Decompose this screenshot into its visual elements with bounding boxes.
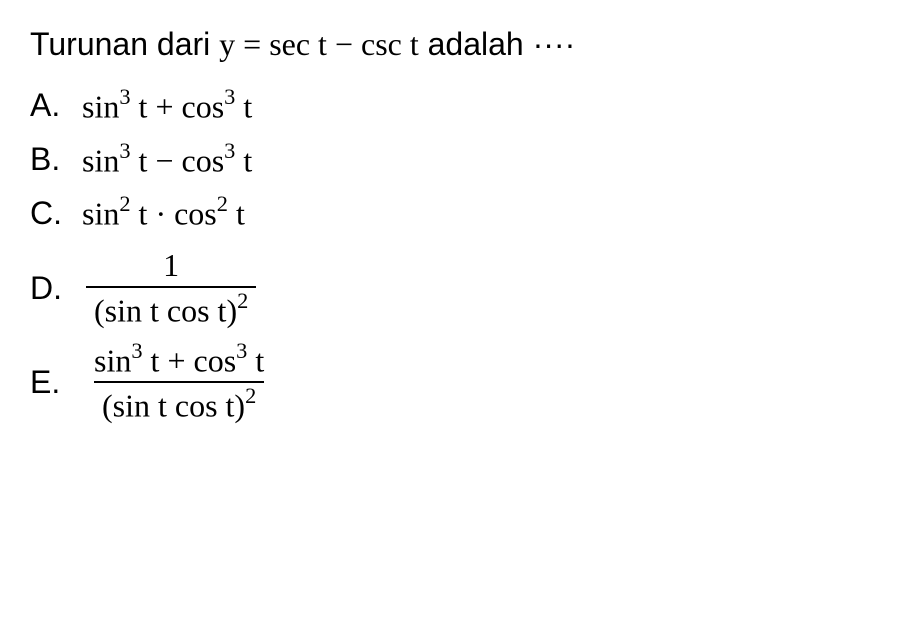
option-a-expr: sin3 t + cos3 t bbox=[82, 86, 252, 126]
option-b-label: B. bbox=[30, 141, 70, 178]
option-b-p1: 3 bbox=[119, 138, 130, 163]
option-e-fraction: sin3 t + cos3 t (sin t cos t)2 bbox=[86, 340, 272, 425]
option-a-t2: cos bbox=[181, 89, 224, 125]
option-d-den: (sin t cos t)2 bbox=[86, 286, 256, 330]
option-b-expr: sin3 t − cos3 t bbox=[82, 140, 252, 180]
option-e-num: sin3 t + cos3 t bbox=[86, 340, 272, 382]
option-d-fraction: 1 (sin t cos t)2 bbox=[86, 247, 256, 330]
option-c-p1: 2 bbox=[119, 191, 130, 216]
question-expr-a: sec t bbox=[269, 26, 327, 62]
option-c-v1: t bbox=[131, 196, 148, 232]
option-b-v1: t bbox=[131, 142, 148, 178]
option-c: C. sin2 t · cos2 t bbox=[30, 193, 879, 233]
option-e-num-v1: t bbox=[143, 342, 160, 378]
question-minus: − bbox=[327, 26, 361, 62]
option-a: A. sin3 t + cos3 t bbox=[30, 86, 879, 126]
option-e-num-p2: 3 bbox=[236, 338, 247, 363]
option-e-num-v2: t bbox=[247, 342, 264, 378]
option-e-num-t2: cos bbox=[193, 342, 236, 378]
question-var: y bbox=[219, 26, 235, 62]
option-c-p2: 2 bbox=[217, 191, 228, 216]
option-e-label: E. bbox=[30, 364, 70, 401]
option-e-num-t1: sin bbox=[94, 342, 131, 378]
option-e-den-p: 2 bbox=[245, 383, 256, 408]
option-a-op: + bbox=[147, 89, 181, 125]
question-text: Turunan dari y = sec t − csc t adalah ··… bbox=[30, 20, 879, 68]
option-e-num-op: + bbox=[159, 342, 193, 378]
option-c-label: C. bbox=[30, 195, 70, 232]
option-d: D. 1 (sin t cos t)2 bbox=[30, 247, 879, 330]
option-d-label: D. bbox=[30, 270, 70, 307]
question-suffix: adalah bbox=[419, 26, 533, 62]
option-b-t1: sin bbox=[82, 142, 119, 178]
question-dots: ···· bbox=[533, 26, 576, 62]
option-e-expr: sin3 t + cos3 t (sin t cos t)2 bbox=[82, 340, 276, 425]
option-b-p2: 3 bbox=[224, 138, 235, 163]
option-b-op: − bbox=[147, 142, 181, 178]
option-d-num: 1 bbox=[155, 247, 187, 286]
option-a-p2: 3 bbox=[224, 84, 235, 109]
option-e-den: (sin t cos t)2 bbox=[94, 381, 264, 425]
option-a-t1: sin bbox=[82, 89, 119, 125]
option-d-expr: 1 (sin t cos t)2 bbox=[82, 247, 260, 330]
question-eq: = bbox=[235, 26, 269, 62]
option-a-label: A. bbox=[30, 87, 70, 124]
option-c-t2: cos bbox=[174, 196, 217, 232]
option-e: E. sin3 t + cos3 t (sin t cos t)2 bbox=[30, 340, 879, 425]
option-b: B. sin3 t − cos3 t bbox=[30, 140, 879, 180]
option-d-den-a: (sin t cos t) bbox=[94, 293, 237, 329]
option-b-v2: t bbox=[235, 142, 252, 178]
option-a-v1: t bbox=[131, 89, 148, 125]
question-prefix: Turunan dari bbox=[30, 26, 219, 62]
option-e-den-a: (sin t cos t) bbox=[102, 388, 245, 424]
option-a-v2: t bbox=[235, 89, 252, 125]
option-b-t2: cos bbox=[181, 142, 224, 178]
option-c-op: · bbox=[147, 196, 174, 232]
option-e-num-p1: 3 bbox=[131, 338, 142, 363]
question-expr-b: csc t bbox=[361, 26, 419, 62]
option-a-p1: 3 bbox=[119, 84, 130, 109]
option-c-expr: sin2 t · cos2 t bbox=[82, 193, 245, 233]
option-d-den-p: 2 bbox=[237, 288, 248, 313]
option-c-t1: sin bbox=[82, 196, 119, 232]
option-c-v2: t bbox=[228, 196, 245, 232]
